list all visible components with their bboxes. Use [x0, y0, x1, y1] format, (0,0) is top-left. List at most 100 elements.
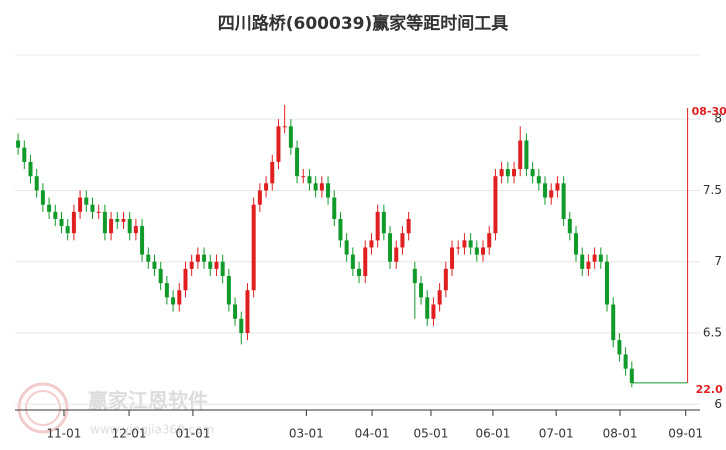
candle-body: [388, 233, 393, 262]
candle-body: [394, 247, 399, 262]
candle-body: [109, 218, 114, 234]
candle-body: [326, 183, 331, 198]
candle-body: [524, 140, 529, 170]
candle-body: [450, 247, 455, 269]
candle-body: [338, 218, 343, 241]
watermark-logo: [17, 382, 69, 434]
candle-body: [78, 197, 83, 212]
candle-body: [307, 176, 312, 184]
candle-body: [580, 254, 585, 269]
candle-body: [214, 261, 219, 269]
candle-body: [22, 147, 27, 162]
candle-body: [102, 211, 107, 234]
candle-body: [598, 254, 603, 262]
y-tick-label: 6: [714, 397, 722, 411]
candle-body: [611, 304, 616, 341]
candle-body: [561, 183, 566, 219]
candle-body: [59, 218, 64, 227]
candle-body: [344, 240, 349, 255]
candle-body: [419, 283, 424, 298]
candle-body: [239, 318, 244, 334]
x-tick-label: 07-01: [539, 427, 574, 441]
candle-body: [270, 161, 275, 184]
candle-body: [53, 211, 58, 219]
candle-body: [257, 190, 262, 205]
candle-body: [90, 204, 95, 212]
candle-body: [512, 169, 517, 177]
candle-body: [369, 240, 374, 248]
candle-body: [549, 190, 554, 198]
candle-body: [400, 233, 405, 248]
candle-body: [425, 297, 430, 319]
candle-body: [121, 218, 126, 222]
candle-body: [530, 169, 535, 177]
candle-body: [431, 304, 436, 319]
candle-body: [233, 304, 238, 319]
candle-body: [127, 218, 132, 234]
candle-body: [375, 211, 380, 241]
watermark-logo: [25, 390, 61, 426]
candle-body: [443, 268, 448, 291]
candle-body: [288, 126, 293, 148]
x-tick-label: 04-01: [355, 427, 390, 441]
candle-body: [220, 261, 225, 276]
candle-body: [183, 268, 188, 291]
candle-body: [499, 169, 504, 177]
candle-body: [164, 283, 169, 298]
candle-body: [543, 183, 548, 198]
candle-body: [189, 261, 194, 269]
candle-body: [536, 176, 541, 184]
candle-body: [202, 254, 207, 262]
x-tick-label: 12-01: [112, 427, 147, 441]
candle-body: [505, 169, 510, 177]
candle-body: [332, 197, 337, 219]
candle-body: [462, 240, 467, 248]
candle-body: [487, 233, 492, 248]
watermark: 赢家江恩软件 www.yingjia360.com: [17, 382, 214, 437]
candle-body: [115, 218, 120, 222]
y-tick-label: 8: [714, 112, 722, 126]
x-tick-label: 03-01: [289, 427, 324, 441]
candle-body: [567, 218, 572, 234]
candle-body: [574, 233, 579, 255]
candle-body: [158, 268, 163, 284]
candle-body: [412, 268, 417, 284]
candle-body: [357, 268, 362, 276]
candle-body: [245, 290, 250, 334]
x-tick-label: 09-01: [668, 427, 703, 441]
candle-body: [617, 340, 622, 355]
candle-body: [437, 290, 442, 305]
candle-body: [456, 247, 461, 249]
candle-body: [555, 183, 560, 191]
watermark-name: 赢家江恩软件: [88, 389, 208, 413]
candle-body: [592, 254, 597, 262]
candle-body: [40, 190, 45, 205]
y-tick-label: 7: [714, 254, 722, 268]
candle-body: [468, 240, 473, 248]
candle-body: [586, 261, 591, 269]
candle-body: [481, 247, 486, 255]
candle-body: [381, 211, 386, 234]
x-tick-label: 01-01: [175, 427, 210, 441]
y-tick-label: 6.5: [703, 326, 722, 340]
candle-body: [264, 183, 269, 191]
candle-body: [301, 176, 306, 178]
candle-body: [474, 247, 479, 255]
candle-body: [629, 368, 634, 383]
candle-body: [319, 183, 324, 191]
candle-body: [350, 254, 355, 269]
x-tick-label: 08-01: [603, 427, 638, 441]
candle-body: [16, 140, 21, 148]
marker-note: 22.0: [696, 383, 723, 396]
candle-body: [251, 204, 256, 291]
marker-label: 08-30: [692, 105, 726, 118]
candle-body: [295, 147, 300, 177]
candle-body: [146, 254, 151, 262]
candle-body: [65, 226, 70, 234]
candle-body: [34, 176, 39, 191]
candle-body: [96, 211, 101, 213]
candle-body: [276, 126, 281, 162]
watermark-url: www.yingjia360.com: [90, 423, 214, 437]
x-tick-label: 11-01: [47, 427, 82, 441]
candle-body: [84, 197, 89, 205]
